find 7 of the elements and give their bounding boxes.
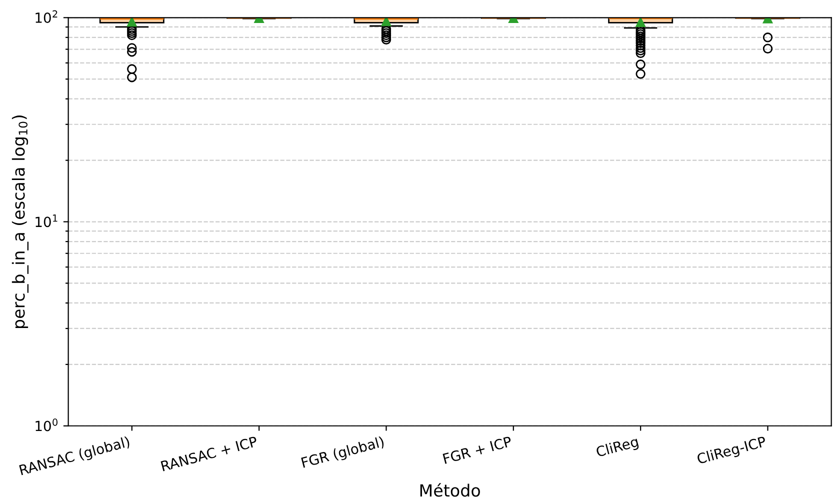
x-axis-title: Método — [420, 483, 480, 497]
y-axis-title: perc_b_in_a (escala log$_{10}$) — [12, 115, 29, 328]
y-tick-label: 10$^{1}$ — [36, 214, 58, 228]
y-tick-label: 10$^{2}$ — [36, 10, 58, 24]
x-tick-label: CliReg — [596, 436, 640, 460]
y-tick-label: 10$^{0}$ — [36, 418, 58, 432]
x-tick-label: FGR + ICP — [442, 436, 512, 464]
